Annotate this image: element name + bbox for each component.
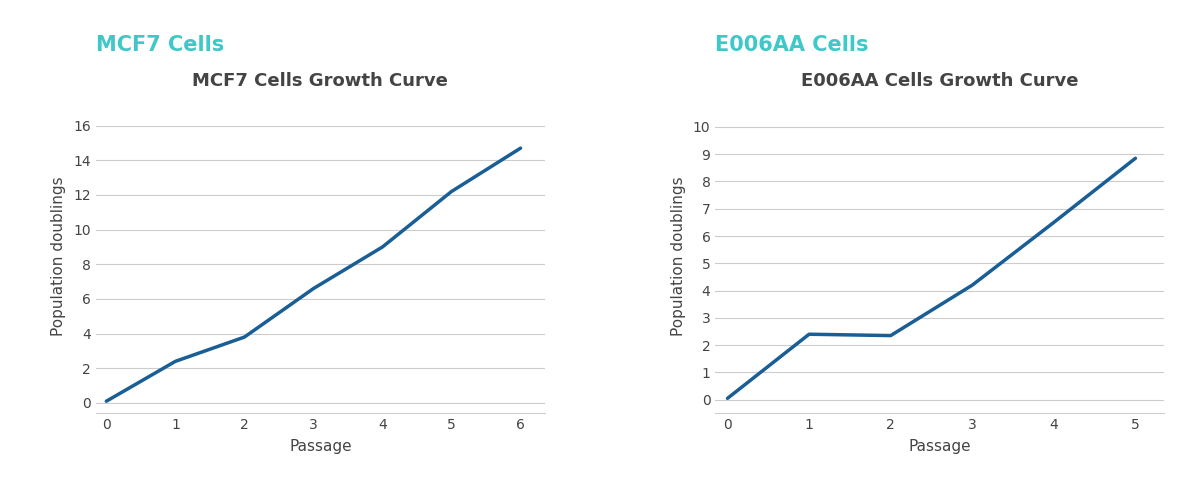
X-axis label: Passage: Passage xyxy=(908,439,971,454)
Text: E006AA Cells: E006AA Cells xyxy=(715,35,869,55)
Y-axis label: Population doublings: Population doublings xyxy=(671,177,686,336)
Title: E006AA Cells Growth Curve: E006AA Cells Growth Curve xyxy=(800,72,1079,90)
X-axis label: Passage: Passage xyxy=(289,439,352,454)
Text: MCF7 Cells: MCF7 Cells xyxy=(96,35,224,55)
Title: MCF7 Cells Growth Curve: MCF7 Cells Growth Curve xyxy=(192,72,449,90)
Y-axis label: Population doublings: Population doublings xyxy=(52,177,66,336)
